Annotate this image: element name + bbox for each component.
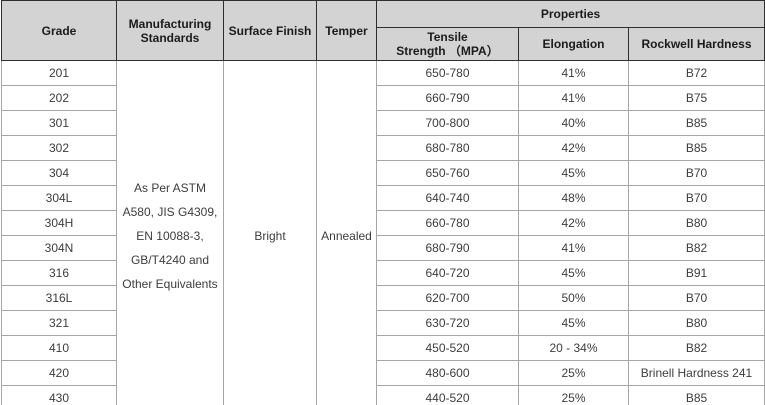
table-row-321: 321 630-720 45% B80 [1,310,765,336]
tensile-strength-cell: 650-780 [376,60,519,86]
tensile-strength-cell: 440-520 [376,385,519,405]
grade-cell: 316L [1,285,117,311]
tensile-strength-cell: 680-790 [376,235,519,261]
table-row-316: 316 640-720 45% B91 [1,260,765,286]
elongation-cell: 48% [518,185,629,211]
header-line-2: Strength （MPA） [396,44,499,58]
tensile-strength-cell: 640-720 [376,260,519,286]
hardness-cell: B82 [628,335,765,361]
hardness-cell: B70 [628,185,765,211]
elongation-cell: 42% [518,135,629,161]
hardness-cell: B80 [628,210,765,236]
manufacturing-standards-cell: As Per ASTM A580, JIS G4309, EN 10088-3, GB… [116,60,224,405]
tensile-strength-cell: 680-780 [376,135,519,161]
hardness-cell: Brinell Hardness 241 [628,360,765,386]
hardness-cell: B70 [628,285,765,311]
table-row-302: 302 680-780 42% B85 [1,135,765,161]
grades-table-body: 201 As Per ASTM A580, JIS G4309, EN 10088-3… [1,60,765,405]
elongation-cell: 20 - 34% [518,335,629,361]
tensile-strength-cell: 650-760 [376,160,519,186]
tensile-strength-cell: 630-720 [376,310,519,336]
standards-line: A580, JIS G4309, [122,204,218,219]
grade-cell: 304N [1,235,117,261]
elongation-cell: 41% [518,85,629,111]
col-header-manufacturing-standards: Manufacturing Standards [116,0,224,61]
tensile-strength-cell: 660-780 [376,210,519,236]
hardness-cell: B82 [628,235,765,261]
table-row-304L: 304L 640-740 48% B70 [1,185,765,211]
hardness-cell: B70 [628,160,765,186]
table-row-420: 420 480-600 25% Brinell Hardness 241 [1,360,765,386]
elongation-cell: 25% [518,385,629,405]
tensile-strength-cell: 640-740 [376,185,519,211]
elongation-cell: 45% [518,160,629,186]
elongation-cell: 50% [518,285,629,311]
grade-cell: 201 [1,60,117,86]
col-header-tensile-strength: Tensile Strength （MPA） [376,27,519,61]
table-row-304: 304 650-760 45% B70 [1,160,765,186]
tensile-strength-cell: 660-790 [376,85,519,111]
tensile-strength-cell: 480-600 [376,360,519,386]
grade-cell: 301 [1,110,117,136]
col-header-temper: Temper [316,0,377,61]
grade-cell: 321 [1,310,117,336]
table-row-202: 202 660-790 41% B75 [1,85,765,111]
elongation-cell: 45% [518,310,629,336]
col-header-surface-finish: Surface Finish [223,0,317,61]
table-row-316L: 316L 620-700 50% B70 [1,285,765,311]
table-header: Grade Manufacturing Standards Surface Fi… [1,0,765,61]
grade-cell: 304H [1,210,117,236]
table-row-410: 410 450-520 20 - 34% B82 [1,335,765,361]
elongation-cell: 25% [518,360,629,386]
hardness-cell: B85 [628,110,765,136]
table-row-201: 201 As Per ASTM A580, JIS G4309, EN 10088-3… [1,60,765,405]
elongation-cell: 41% [518,60,629,86]
elongation-cell: 40% [518,110,629,136]
temper-cell: Annealed [316,60,377,405]
table-row-304H: 304H 660-780 42% B80 [1,210,765,236]
elongation-cell: 41% [518,235,629,261]
col-header-properties-group: Properties [376,0,765,28]
standards-line: GB/T4240 and [130,252,210,267]
col-header-elongation: Elongation [518,27,629,61]
standards-line: As Per ASTM [133,180,207,195]
grade-cell: 202 [1,85,117,111]
table-row-304N: 304N 680-790 41% B82 [1,235,765,261]
col-header-grade: Grade [1,0,117,61]
tensile-strength-cell: 450-520 [376,335,519,361]
elongation-cell: 42% [518,210,629,236]
grade-cell: 316 [1,260,117,286]
tensile-strength-cell: 700-800 [376,110,519,136]
header-line-2: Standards [140,30,200,45]
table-row-430: 430 440-520 25% B85 [1,385,765,405]
hardness-cell: B75 [628,85,765,111]
col-header-rockwell-hardness: Rockwell Hardness [628,27,765,61]
table-row-301: 301 700-800 40% B85 [1,110,765,136]
hardness-cell: B91 [628,260,765,286]
surface-finish-cell: Bright [223,60,317,405]
grade-cell: 410 [1,335,117,361]
standards-line: Other Equivalents [122,276,218,291]
tensile-strength-cell: 620-700 [376,285,519,311]
header-line-1: Manufacturing [128,16,212,31]
grade-cell: 420 [1,360,117,386]
grade-cell: 304 [1,160,117,186]
hardness-cell: B80 [628,310,765,336]
header-line-1: Tensile [427,30,468,44]
hardness-cell: B85 [628,385,765,405]
hardness-cell: B85 [628,135,765,161]
grade-cell: 302 [1,135,117,161]
elongation-cell: 45% [518,260,629,286]
hardness-cell: B72 [628,60,765,86]
grade-cell: 430 [1,385,117,405]
standards-line: EN 10088-3, [136,228,204,243]
grade-cell: 304L [1,185,117,211]
